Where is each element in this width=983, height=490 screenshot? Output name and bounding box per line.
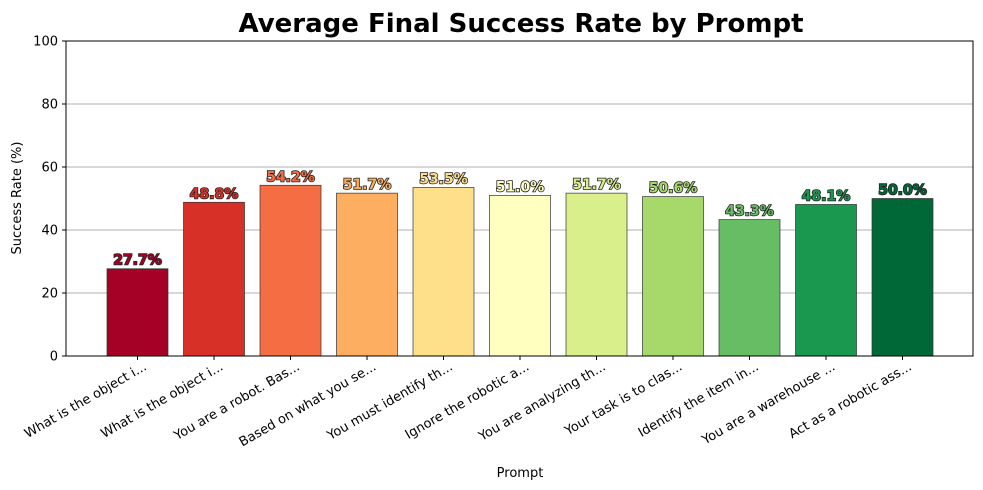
x-tick-label: What is the object i... (22, 359, 149, 441)
y-tick-label: 0 (50, 350, 58, 365)
bar-value-label: 54.2% (266, 169, 315, 185)
y-tick-label: 100 (33, 35, 58, 50)
x-tick-label: Based on what you se... (237, 359, 379, 450)
x-tick-label: Ignore the robotic a... (403, 359, 532, 442)
bar-value-label: 48.8% (190, 186, 239, 202)
bar (336, 192, 398, 357)
y-tick-label: 20 (41, 287, 58, 302)
x-tick-label: You are a robot. Bas... (171, 359, 303, 444)
chart-title: Average Final Success Rate by Prompt (239, 9, 804, 39)
y-axis-ticks: 0 20 40 60 80 100 (33, 35, 66, 365)
y-tick-label: 80 (41, 98, 58, 113)
data-labels: 27.7% 48.8% 54.2% 51.7% 53.5% 51.0% 51.7% 50.6%… (112, 168, 927, 269)
y-axis-label: Success Rate (%) (10, 142, 25, 255)
bar (489, 195, 551, 357)
bar (871, 198, 934, 357)
bar-value-label: 51.7% (343, 177, 392, 193)
bar-value-label: 51.7% (572, 177, 621, 193)
x-axis-label: Prompt (497, 466, 544, 481)
bar-value-label: 53.5% (419, 171, 468, 187)
bar-value-label: 51.0% (496, 179, 545, 195)
x-tick-label: Act as a robotic ass... (787, 359, 915, 442)
y-tick-label: 40 (41, 224, 58, 239)
bar (183, 201, 245, 357)
x-tick-label: You are a warehouse ... (699, 359, 838, 448)
bar (718, 219, 781, 357)
bar-value-label: 50.0% (878, 183, 927, 199)
bar (795, 204, 857, 357)
bars (106, 184, 934, 357)
bar (106, 268, 169, 357)
bar (259, 184, 322, 357)
x-axis-ticks: What is the object i...What is the objec… (22, 356, 915, 450)
x-tick-label: You must identify th... (324, 359, 455, 444)
bar-value-label: 48.1% (802, 188, 851, 204)
bar-value-label: 27.7% (113, 253, 162, 269)
x-tick-label: You are analyzing th... (475, 359, 608, 444)
bar (642, 196, 704, 357)
bar (565, 192, 628, 357)
x-tick-label: What is the object i... (99, 359, 226, 441)
bar-value-label: 50.6% (649, 181, 698, 197)
bar (412, 187, 475, 357)
y-tick-label: 60 (41, 161, 58, 176)
bar-value-label: 43.3% (725, 204, 774, 220)
